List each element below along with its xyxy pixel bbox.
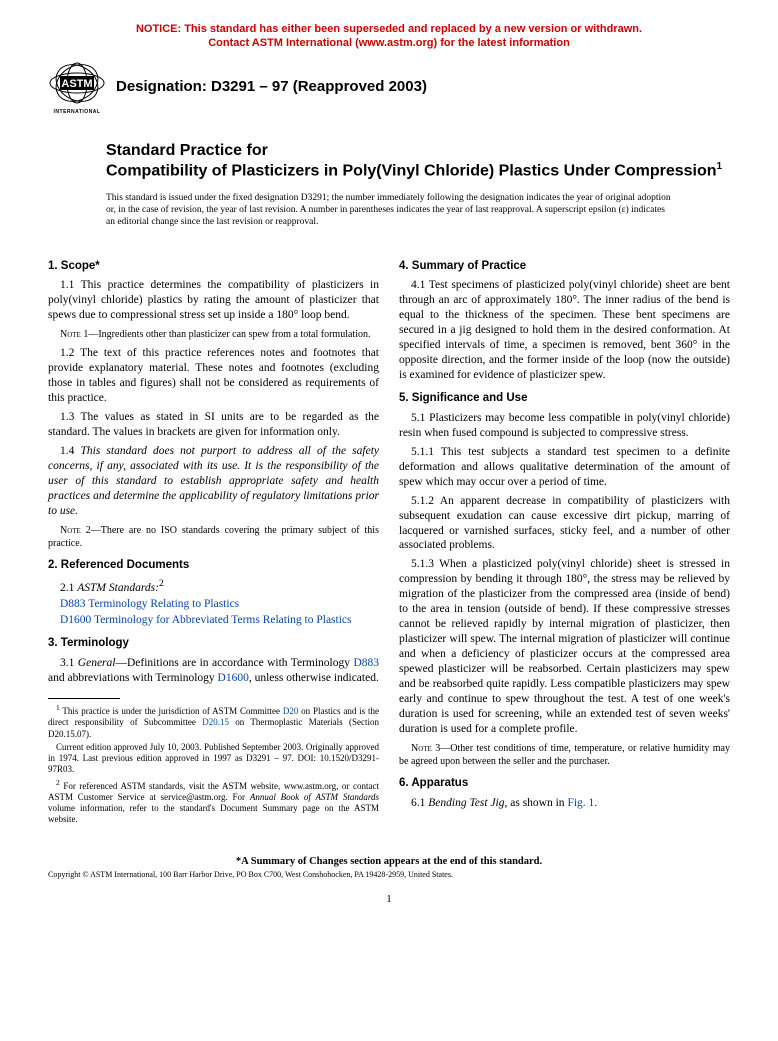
para-1-1: 1.1 This practice determines the compati… xyxy=(48,278,379,323)
ref-d1600: D1600 Terminology for Abbreviated Terms … xyxy=(60,613,379,628)
right-column: 4. Summary of Practice 4.1 Test specimen… xyxy=(399,251,730,828)
s2-1-num: 2.1 xyxy=(60,581,77,593)
para-1-4-text: This standard does not purport to addres… xyxy=(48,445,379,517)
para-3-1: 3.1 General—Definitions are in accordanc… xyxy=(48,656,379,686)
para-4-1: 4.1 Test specimens of plasticized poly(v… xyxy=(399,278,730,383)
section-3-head: 3. Terminology xyxy=(48,636,379,651)
two-column-body: 1. Scope* 1.1 This practice determines t… xyxy=(48,251,730,828)
title-prefix: Standard Practice for xyxy=(106,141,730,161)
notice-line1: NOTICE: This standard has either been su… xyxy=(136,23,642,35)
s3-1-c: —Definitions are in accordance with Term… xyxy=(115,657,353,669)
fn1-link1[interactable]: D20 xyxy=(283,706,299,716)
header-row: ASTM INTERNATIONAL Designation: D3291 – … xyxy=(48,61,730,113)
note-2-label: Note 2— xyxy=(60,525,101,536)
para-5-1: 5.1 Plasticizers may become less compati… xyxy=(399,411,730,441)
s3-1-link1[interactable]: D883 xyxy=(353,657,379,669)
s2-1-sup: 2 xyxy=(159,578,164,589)
s3-1-a: 3.1 xyxy=(60,657,78,669)
s3-1-d: and abbreviations with Terminology xyxy=(48,672,218,684)
para-1-4: 1.4 This standard does not purport to ad… xyxy=(48,444,379,519)
note-3: Note 3—Other test conditions of time, te… xyxy=(399,742,730,768)
fn1-a: This practice is under the jurisdiction … xyxy=(60,706,283,716)
page-number: 1 xyxy=(48,893,730,905)
note-2: Note 2—There are no ISO standards coveri… xyxy=(48,524,379,550)
title-main-text: Compatibility of Plasticizers in Poly(Vi… xyxy=(106,162,717,179)
logo-subtext: INTERNATIONAL xyxy=(48,109,106,115)
title-superscript: 1 xyxy=(717,161,723,172)
footnote-2: 2 For referenced ASTM standards, visit t… xyxy=(48,778,379,826)
title-main: Compatibility of Plasticizers in Poly(Vi… xyxy=(106,161,730,181)
s2-1-title: ASTM Standards: xyxy=(77,581,159,593)
para-2-1: 2.1 ASTM Standards:2 xyxy=(48,578,379,596)
s3-1-link2[interactable]: D1600 xyxy=(218,672,249,684)
s6-1-b: Bending Test Jig xyxy=(428,797,504,809)
fn2-text: For referenced ASTM standards, visit the… xyxy=(48,781,379,825)
note-1-text: Ingredients other than plasticizer can s… xyxy=(98,329,370,340)
para-5-1-3: 5.1.3 When a plasticized poly(vinyl chlo… xyxy=(399,557,730,736)
para-5-1-2: 5.1.2 An apparent decrease in compatibil… xyxy=(399,494,730,554)
issuance-note: This standard is issued under the fixed … xyxy=(106,193,672,229)
designation: Designation: D3291 – 97 (Reapproved 2003… xyxy=(116,78,427,95)
left-column: 1. Scope* 1.1 This practice determines t… xyxy=(48,251,379,828)
footnote-divider xyxy=(48,698,120,699)
notice-line2: Contact ASTM International (www.astm.org… xyxy=(208,37,570,49)
footnote-1b: Current edition approved July 10, 2003. … xyxy=(48,742,379,776)
section-6-head: 6. Apparatus xyxy=(399,776,730,791)
section-5-head: 5. Significance and Use xyxy=(399,391,730,406)
note-1-label: Note 1— xyxy=(60,329,98,340)
section-4-head: 4. Summary of Practice xyxy=(399,259,730,274)
para-5-1-1: 5.1.1 This test subjects a standard test… xyxy=(399,445,730,490)
s6-1-link[interactable]: Fig. 1 xyxy=(567,797,594,809)
footnotes: 1 This practice is under the jurisdictio… xyxy=(48,703,379,826)
changes-note: *A Summary of Changes section appears at… xyxy=(48,856,730,867)
s6-1-a: 6.1 xyxy=(411,797,428,809)
title-block: Standard Practice for Compatibility of P… xyxy=(106,141,730,181)
ref-d1600-link[interactable]: D1600 xyxy=(60,614,91,626)
section-2-head: 2. Referenced Documents xyxy=(48,558,379,573)
s3-1-e: , unless otherwise indicated. xyxy=(249,672,379,684)
para-1-3: 1.3 The values as stated in SI units are… xyxy=(48,410,379,440)
page: NOTICE: This standard has either been su… xyxy=(0,0,778,925)
svg-text:ASTM: ASTM xyxy=(61,78,92,90)
section-1-head: 1. Scope* xyxy=(48,259,379,274)
notice-banner: NOTICE: This standard has either been su… xyxy=(48,22,730,51)
s6-1-c: , as shown in xyxy=(505,797,568,809)
fn1-link2[interactable]: D20.15 xyxy=(202,717,229,727)
copyright: Copyright © ASTM International, 100 Barr… xyxy=(48,870,730,879)
astm-logo: ASTM INTERNATIONAL xyxy=(48,61,106,113)
ref-d883-title[interactable]: Terminology Relating to Plastics xyxy=(86,598,240,610)
footnote-1: 1 This practice is under the jurisdictio… xyxy=(48,703,379,740)
ref-d883: D883 Terminology Relating to Plastics xyxy=(60,597,379,612)
note-3-label: Note 3— xyxy=(411,743,450,754)
s3-1-b: General xyxy=(78,657,116,669)
ref-d1600-title[interactable]: Terminology for Abbreviated Terms Relati… xyxy=(91,614,351,626)
note-1: Note 1—Ingredients other than plasticize… xyxy=(48,328,379,341)
para-1-2: 1.2 The text of this practice references… xyxy=(48,346,379,406)
ref-d883-link[interactable]: D883 xyxy=(60,598,86,610)
s6-1-d: . xyxy=(594,797,597,809)
para-6-1: 6.1 Bending Test Jig, as shown in Fig. 1… xyxy=(399,796,730,811)
